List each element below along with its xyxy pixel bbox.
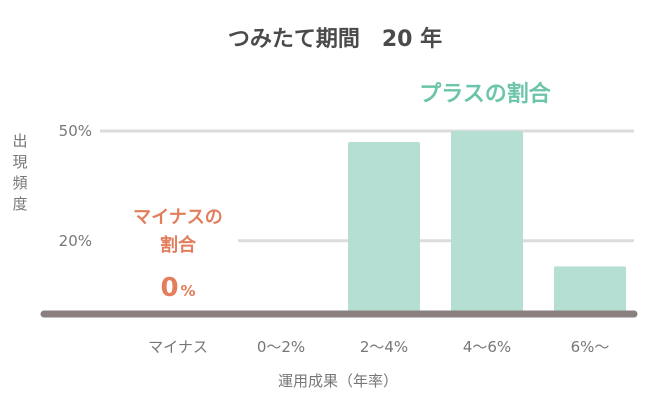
bar-4	[554, 266, 626, 314]
x-tick-label: 2〜4%	[360, 338, 408, 356]
minus-ratio-label-line1: マイナスの	[133, 207, 223, 228]
y-axis-label-char: 出	[12, 132, 27, 150]
minus-ratio-number: 0	[160, 273, 178, 303]
bars	[348, 131, 626, 314]
x-tick-labels: マイナス 0〜2% 2〜4% 4〜6% 6%〜	[148, 338, 609, 356]
y-tick-label: 20%	[59, 232, 92, 250]
y-tick-labels: 20% 50%	[59, 122, 92, 250]
x-tick-label: 4〜6%	[463, 338, 511, 356]
y-axis-label-char: 度	[12, 195, 27, 213]
x-tick-label: 0〜2%	[257, 338, 305, 356]
plus-ratio-label: プラスの割合	[419, 81, 552, 107]
x-tick-label: 6%〜	[571, 338, 610, 356]
minus-ratio-value: 0%	[160, 273, 195, 303]
bar-2	[348, 141, 420, 314]
y-tick-label: 50%	[59, 122, 92, 140]
gridlines	[100, 129, 634, 243]
y-axis-label-char: 頻	[12, 174, 27, 192]
x-tick-label: マイナス	[148, 338, 208, 356]
chart-title: つみたて期間 20 年	[228, 26, 442, 52]
x-axis-label: 運用成果（年率）	[278, 372, 398, 390]
bar-3	[451, 131, 523, 314]
minus-ratio-label-line2: 割合	[160, 234, 197, 256]
minus-ratio-unit: %	[181, 282, 196, 300]
y-axis-label-char: 現	[12, 153, 27, 171]
